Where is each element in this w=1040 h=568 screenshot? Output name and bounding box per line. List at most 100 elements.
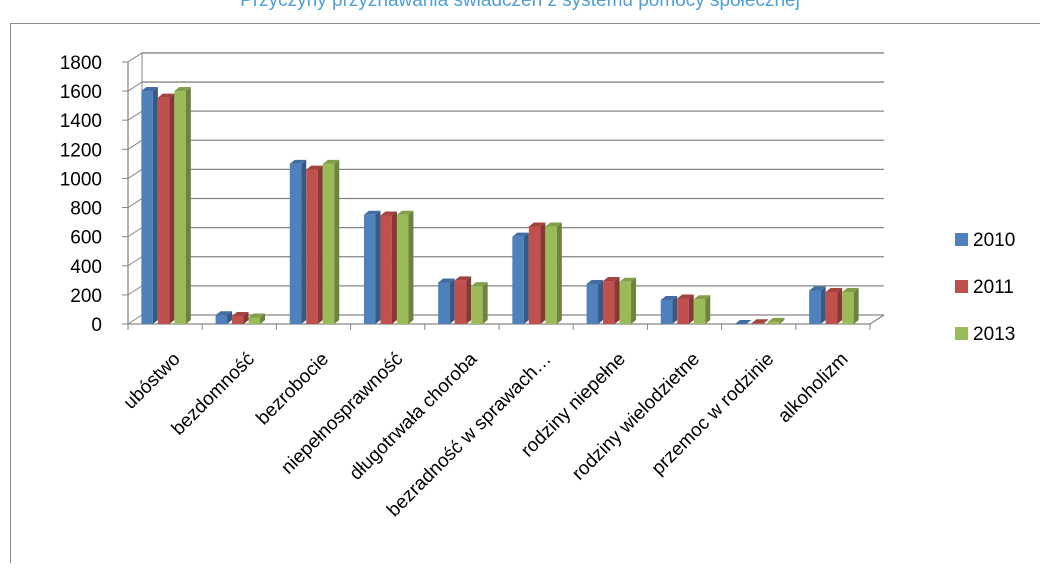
gridline-side — [128, 53, 142, 62]
bar-side — [631, 278, 636, 324]
legend-label: 2011 — [973, 277, 1014, 298]
bar-side — [483, 282, 488, 324]
bar-front — [545, 226, 557, 324]
bar-front — [158, 98, 170, 324]
bar-2010 — [216, 311, 233, 324]
bar-front — [471, 286, 483, 324]
legend: 2010 2011 2013 — [955, 230, 1015, 345]
bar-front — [694, 299, 706, 324]
bar-front — [306, 170, 318, 324]
bar-front — [216, 315, 228, 324]
gridline-side — [128, 111, 142, 120]
bar-2010 — [512, 233, 529, 324]
bar-front — [751, 323, 763, 324]
legend-label: 2013 — [973, 324, 1015, 345]
bar-2011 — [455, 276, 472, 324]
gridline-side — [128, 286, 142, 295]
bar-2010 — [809, 287, 826, 324]
bar-side — [466, 276, 471, 324]
bar-side — [169, 94, 174, 324]
bar-2010 — [364, 211, 381, 324]
bar-front — [174, 91, 186, 324]
y-tick-label: 400 — [70, 257, 102, 278]
bar-2011 — [751, 319, 768, 324]
bars — [141, 87, 858, 324]
bar-side — [854, 288, 859, 324]
legend-label: 2010 — [973, 230, 1015, 251]
x-tick-label: alkoholizm — [774, 349, 852, 427]
bar-2010 — [141, 87, 158, 324]
floor-right-edge — [870, 315, 884, 324]
y-tick-label: 1000 — [60, 169, 102, 190]
bar-side — [672, 296, 677, 324]
x-tick-label: bezrobocie — [252, 349, 333, 430]
gridline-side — [128, 140, 142, 149]
bar-2011 — [529, 222, 546, 324]
gridline-side — [128, 257, 142, 266]
y-tick-label: 0 — [91, 315, 102, 336]
bar-2010 — [438, 279, 455, 324]
bar-2013 — [545, 222, 562, 324]
bar-front — [438, 283, 450, 324]
bar-side — [334, 160, 339, 324]
bar-side — [821, 287, 826, 324]
bar-front — [826, 292, 838, 324]
bar-front — [364, 215, 376, 324]
bar-side — [318, 166, 323, 324]
bar-2010 — [661, 296, 678, 324]
bar-front — [529, 226, 541, 324]
bar-front — [842, 292, 854, 324]
bar-side — [524, 233, 529, 324]
gridline-side — [128, 169, 142, 178]
bar-2013 — [620, 278, 637, 324]
bar-2011 — [158, 94, 175, 324]
y-tick-label: 200 — [70, 286, 102, 307]
bar-2011 — [826, 288, 843, 324]
bar-front — [661, 300, 673, 324]
bar-2011 — [677, 295, 694, 324]
bar-front — [735, 324, 747, 325]
x-axis-category-labels: ubóstwobezdomnośćbezrobocieniepełnospraw… — [120, 348, 853, 521]
bar-front — [380, 216, 392, 324]
gridline-side — [128, 228, 142, 237]
bar-front — [620, 282, 632, 324]
bar-front — [603, 281, 615, 324]
legend-swatch — [955, 327, 968, 340]
y-tick-label: 800 — [70, 199, 102, 220]
bar-2010 — [290, 160, 307, 324]
bar-side — [392, 212, 397, 324]
bar-2010 — [587, 280, 604, 324]
x-tick-label: rodziny wielodzietne — [568, 349, 704, 485]
bar-side — [615, 277, 620, 324]
bar-front — [768, 322, 780, 324]
bar-side — [153, 87, 158, 324]
bar-side — [705, 295, 710, 324]
bar-2013 — [694, 295, 711, 324]
bar-front — [512, 237, 524, 324]
bar-side — [540, 222, 545, 324]
bar-side — [598, 280, 603, 324]
legend-swatch — [955, 280, 968, 293]
bar-2011 — [232, 312, 249, 324]
bar-2013 — [397, 211, 414, 324]
bar-front — [455, 280, 467, 324]
bar-2013 — [842, 288, 859, 324]
bar-2011 — [306, 166, 323, 324]
bar-side — [689, 295, 694, 324]
bar-front — [232, 316, 244, 324]
bar-side — [837, 288, 842, 324]
y-tick-label: 1400 — [60, 111, 102, 132]
gridline-side — [128, 82, 142, 91]
gridline-side — [128, 199, 142, 208]
y-tick-label: 1200 — [60, 140, 102, 161]
bar-front — [677, 299, 689, 324]
bar-front — [290, 164, 302, 324]
x-tick-label: długotrwała choroba — [346, 348, 482, 484]
y-tick-label: 1800 — [60, 53, 102, 74]
x-tick-label: ubóstwo — [120, 349, 185, 414]
bar-front — [141, 91, 153, 324]
bar-2013 — [174, 87, 191, 324]
x-tick-label: przemoc w rodzinie — [648, 349, 779, 480]
